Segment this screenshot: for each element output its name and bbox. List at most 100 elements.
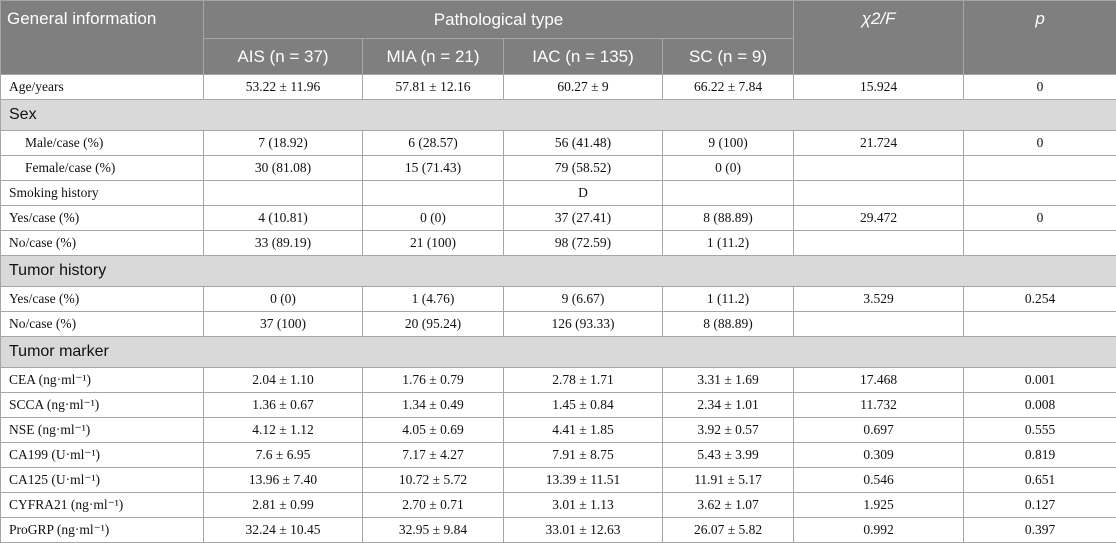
cell: 9 (100) [661, 130, 795, 156]
row-label: ProGRP (ng·ml⁻¹) [0, 517, 204, 543]
data-row: CEA (ng·ml⁻¹) 2.04 ± 1.10 1.76 ± 0.79 2.78 … [0, 367, 1116, 393]
cell: 5.43 ± 3.99 [661, 442, 795, 468]
header-subcell: IAC (n = 135) [503, 38, 663, 75]
cell: 0 (0) [661, 155, 795, 181]
cell: 15.924 [793, 74, 965, 100]
cell: 60.27 ± 9 [503, 74, 663, 100]
data-row: Yes/case (%) 4 (10.81) 0 (0) 37 (27.41) 8 (8… [0, 205, 1116, 231]
row-label: Yes/case (%) [0, 205, 204, 231]
row-label: CA199 (U·ml⁻¹) [0, 442, 204, 468]
cell: 32.95 ± 9.84 [362, 517, 504, 543]
data-row: Yes/case (%) 0 (0) 1 (4.76) 9 (6.67) 1 (11.2… [0, 286, 1116, 312]
row-label: No/case (%) [0, 230, 204, 256]
cell: 3.01 ± 1.13 [503, 492, 663, 518]
cell: 0.697 [793, 417, 965, 443]
cell: 13.39 ± 11.51 [503, 467, 663, 493]
cell: 37 (27.41) [503, 205, 663, 231]
data-row: CA125 (U·ml⁻¹) 13.96 ± 7.40 10.72 ± 5.72 13… [0, 467, 1116, 493]
header-subcell: AIS (n = 37) [203, 38, 363, 75]
cell: D [503, 180, 663, 206]
cell: 56 (41.48) [503, 130, 663, 156]
section-title: Tumor history [0, 255, 1116, 287]
data-row: ProGRP (ng·ml⁻¹) 32.24 ± 10.45 32.95 ± 9.8… [0, 517, 1116, 543]
cell: 2.04 ± 1.10 [203, 367, 363, 393]
cell: 1.925 [793, 492, 965, 518]
row-label: CEA (ng·ml⁻¹) [0, 367, 204, 393]
cell: 1.34 ± 0.49 [362, 392, 504, 418]
section-row: Tumor marker [0, 336, 1116, 368]
row-label: Yes/case (%) [0, 286, 204, 312]
cell: 11.91 ± 5.17 [661, 467, 795, 493]
data-row: Age/years 53.22 ± 11.96 57.81 ± 12.16 60.27… [0, 74, 1116, 100]
header-subcell: MIA (n = 21) [362, 38, 504, 75]
cell: 30 (81.08) [203, 155, 363, 181]
data-row: No/case (%) 33 (89.19) 21 (100) 98 (72.59) 1… [0, 230, 1116, 256]
section-row: Sex [0, 99, 1116, 131]
cell [793, 230, 965, 256]
cell: 7.6 ± 6.95 [203, 442, 363, 468]
data-row: Smoking history D [0, 180, 1116, 206]
cell [793, 311, 965, 337]
cell: 0.001 [963, 367, 1116, 393]
cell: 26.07 ± 5.82 [661, 517, 795, 543]
cell: 10.72 ± 5.72 [362, 467, 504, 493]
cell: 57.81 ± 12.16 [362, 74, 504, 100]
section-title: Tumor marker [0, 336, 1116, 368]
row-label: SCCA (ng·ml⁻¹) [0, 392, 204, 418]
cell: 79 (58.52) [503, 155, 663, 181]
cell: 4.41 ± 1.85 [503, 417, 663, 443]
cell: 0.546 [793, 467, 965, 493]
cell: 2.70 ± 0.71 [362, 492, 504, 518]
row-label: No/case (%) [0, 311, 204, 337]
cell: 9 (6.67) [503, 286, 663, 312]
cell [203, 180, 363, 206]
cell: 13.96 ± 7.40 [203, 467, 363, 493]
cell: 0.254 [963, 286, 1116, 312]
cell: 0.555 [963, 417, 1116, 443]
cell: 0.008 [963, 392, 1116, 418]
cell: 1 (4.76) [362, 286, 504, 312]
cell: 11.732 [793, 392, 965, 418]
cell: 33.01 ± 12.63 [503, 517, 663, 543]
cell: 21.724 [793, 130, 965, 156]
cell: 1 (11.2) [661, 286, 795, 312]
cell: 20 (95.24) [362, 311, 504, 337]
cell: 0.397 [963, 517, 1116, 543]
row-label: Male/case (%) [0, 130, 204, 156]
cell: 53.22 ± 11.96 [203, 74, 363, 100]
data-row: No/case (%) 37 (100) 20 (95.24) 126 (93.33)… [0, 311, 1116, 337]
header-cell: χ2/F [793, 0, 965, 75]
cell: 0.309 [793, 442, 965, 468]
table-body: Age/years 53.22 ± 11.96 57.81 ± 12.16 60.27… [0, 74, 1116, 543]
row-label: Age/years [0, 74, 204, 100]
cell [963, 180, 1116, 206]
cell: 32.24 ± 10.45 [203, 517, 363, 543]
cell [963, 230, 1116, 256]
cell: 4.05 ± 0.69 [362, 417, 504, 443]
cell: 1.45 ± 0.84 [503, 392, 663, 418]
row-label: Female/case (%) [0, 155, 204, 181]
cell: 3.92 ± 0.57 [661, 417, 795, 443]
cell: 0.819 [963, 442, 1116, 468]
cell: 3.62 ± 1.07 [661, 492, 795, 518]
data-row: Male/case (%) 7 (18.92) 6 (28.57) 56 (41.48… [0, 130, 1116, 156]
data-row: CYFRA21 (ng·ml⁻¹) 2.81 ± 0.99 2.70 ± 0.71 3… [0, 492, 1116, 518]
cell: 0 (0) [203, 286, 363, 312]
cell [963, 155, 1116, 181]
cell: 0 [963, 130, 1116, 156]
cell: 0 (0) [362, 205, 504, 231]
cell: 33 (89.19) [203, 230, 363, 256]
cell: 3.529 [793, 286, 965, 312]
header-cell: General information [0, 0, 204, 75]
cell [793, 180, 965, 206]
header-group: Pathological type [202, 0, 795, 39]
row-label: NSE (ng·ml⁻¹) [0, 417, 204, 443]
cell: 8 (88.89) [661, 311, 795, 337]
cell: 1 (11.2) [661, 230, 795, 256]
header-subcell: SC (n = 9) [661, 38, 795, 75]
cell: 2.78 ± 1.71 [503, 367, 663, 393]
cell: 6 (28.57) [362, 130, 504, 156]
cell: 7.91 ± 8.75 [503, 442, 663, 468]
